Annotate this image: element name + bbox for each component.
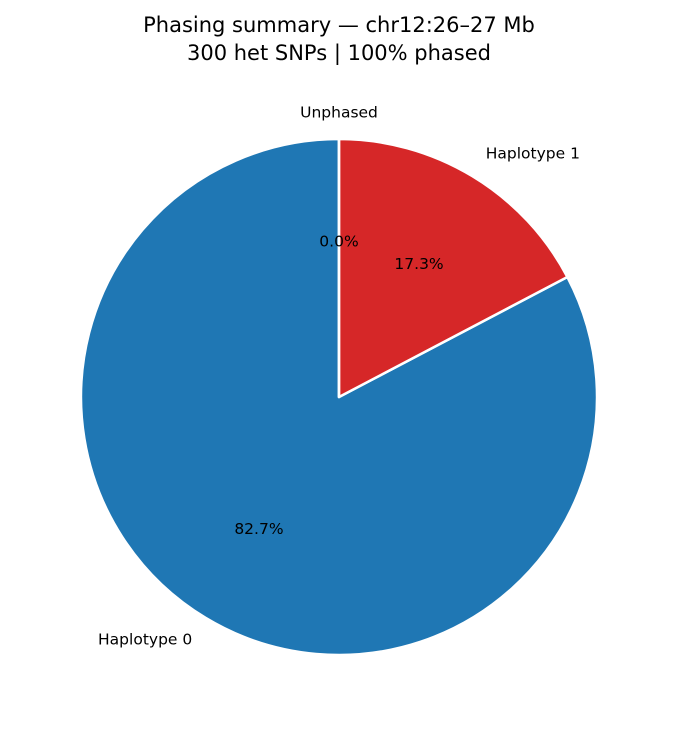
chart-subtitle: 300 het SNPs | 100% phased [187,41,491,66]
chart-title: Phasing summary — chr12:26–27 Mb [143,13,535,37]
slice-label: Haplotype 0 [98,630,192,648]
pie-slice [337,137,569,399]
slice-label: Haplotype 1 [486,145,580,163]
pct-label: 82.7% [234,520,283,538]
slice-label: Unphased [300,104,378,122]
pct-label: 17.3% [394,255,443,273]
pct-label: 0.0% [319,233,358,251]
